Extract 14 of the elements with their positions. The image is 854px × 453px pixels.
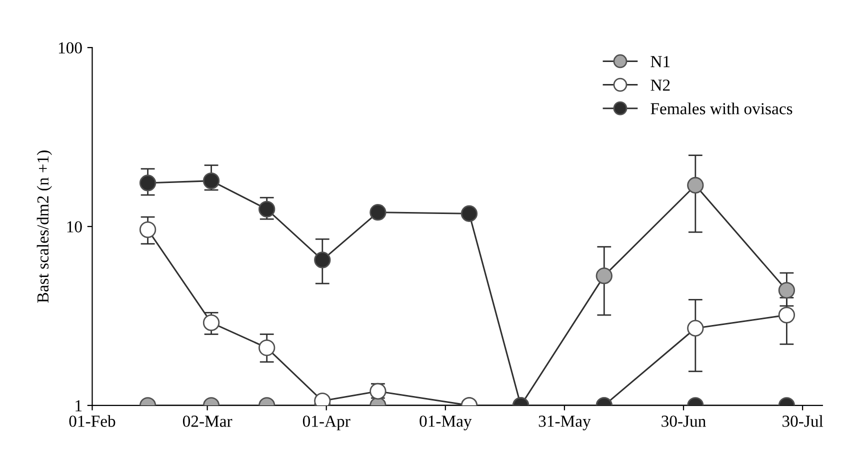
y-axis-title: Bast scales/dm2 (n +1)	[36, 150, 52, 303]
x-tick-label: 30-Jul	[782, 415, 824, 427]
x-tick-label: 01-Feb	[69, 415, 116, 427]
y-tick-label: 1	[76, 400, 82, 412]
legend-label: N1	[650, 56, 670, 68]
legend-label: Females with ovisacs	[650, 102, 792, 114]
legend-label: N2	[650, 80, 670, 91]
x-tick-label: 02-Mar	[182, 416, 232, 427]
y-tick-label: 10	[67, 221, 82, 232]
x-tick-label: 01-May	[420, 416, 472, 430]
y-tick-label: 100	[58, 42, 82, 54]
x-tick-label: 30-Jun	[662, 416, 706, 427]
x-tick-label: 31-May	[538, 416, 591, 430]
x-tick-label: 01-Apr	[302, 416, 350, 430]
